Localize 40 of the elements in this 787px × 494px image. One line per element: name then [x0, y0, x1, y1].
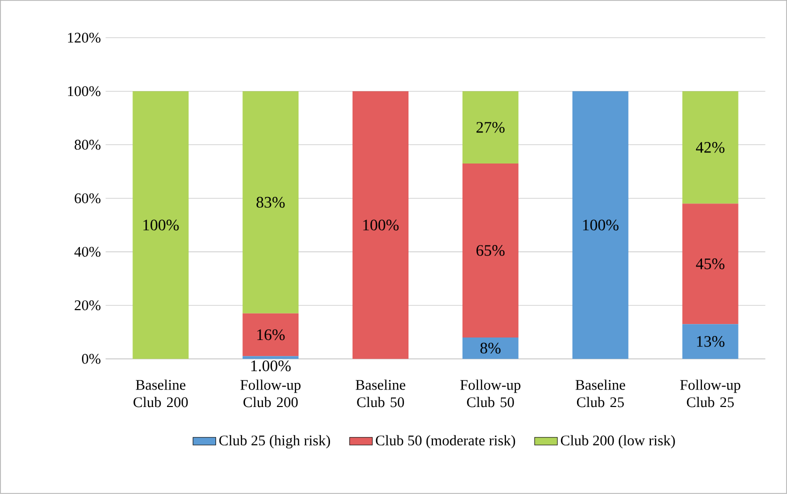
legend-label: Club 50 (moderate risk) — [376, 435, 516, 448]
x-tick-label: Follow-up Club 25 — [680, 380, 740, 408]
x-tick-label: Follow-up Club 50 — [460, 380, 520, 408]
data-label: 13% — [697, 336, 724, 347]
bar — [132, 91, 189, 359]
y-tick-label: 120% — [68, 32, 100, 43]
bar — [462, 91, 518, 164]
y-tick-label: 80% — [74, 140, 100, 150]
data-label: 100% — [583, 220, 618, 231]
x-tick-label: Follow-up Club 200 — [240, 380, 301, 408]
data-label: 45% — [696, 258, 724, 270]
bar — [352, 91, 408, 359]
data-label: 100% — [363, 220, 399, 231]
data-label: 27% — [476, 122, 505, 133]
x-tick-label: Baseline Club 200 — [134, 380, 188, 408]
bar — [242, 356, 299, 359]
legend-label: Club 25 (high risk) — [219, 435, 330, 449]
y-tick-label: 60% — [74, 193, 100, 204]
data-label: 42% — [696, 142, 724, 153]
data-label: 1.00% — [251, 360, 291, 372]
y-tick-label: 100% — [68, 86, 100, 96]
bar — [462, 164, 518, 338]
y-tick-label: 0% — [82, 354, 100, 364]
x-tick-label: Baseline Club 50 — [356, 380, 406, 408]
data-label: 100% — [143, 220, 179, 231]
y-tick-label: 40% — [74, 246, 100, 257]
y-tick-label: 20% — [74, 300, 100, 310]
bar — [682, 324, 738, 359]
data-label: 65% — [476, 245, 505, 256]
bar — [572, 91, 628, 359]
x-tick-label: Baseline Club 25 — [576, 380, 626, 408]
bar — [682, 204, 738, 324]
data-label: 83% — [256, 196, 285, 208]
bar — [242, 313, 299, 356]
data-label: 8% — [480, 342, 501, 354]
data-label: 16% — [257, 329, 285, 340]
bar — [682, 91, 738, 204]
legend-label: Club 200 (low risk) — [560, 435, 675, 448]
bar — [462, 338, 518, 359]
bar — [242, 91, 299, 314]
